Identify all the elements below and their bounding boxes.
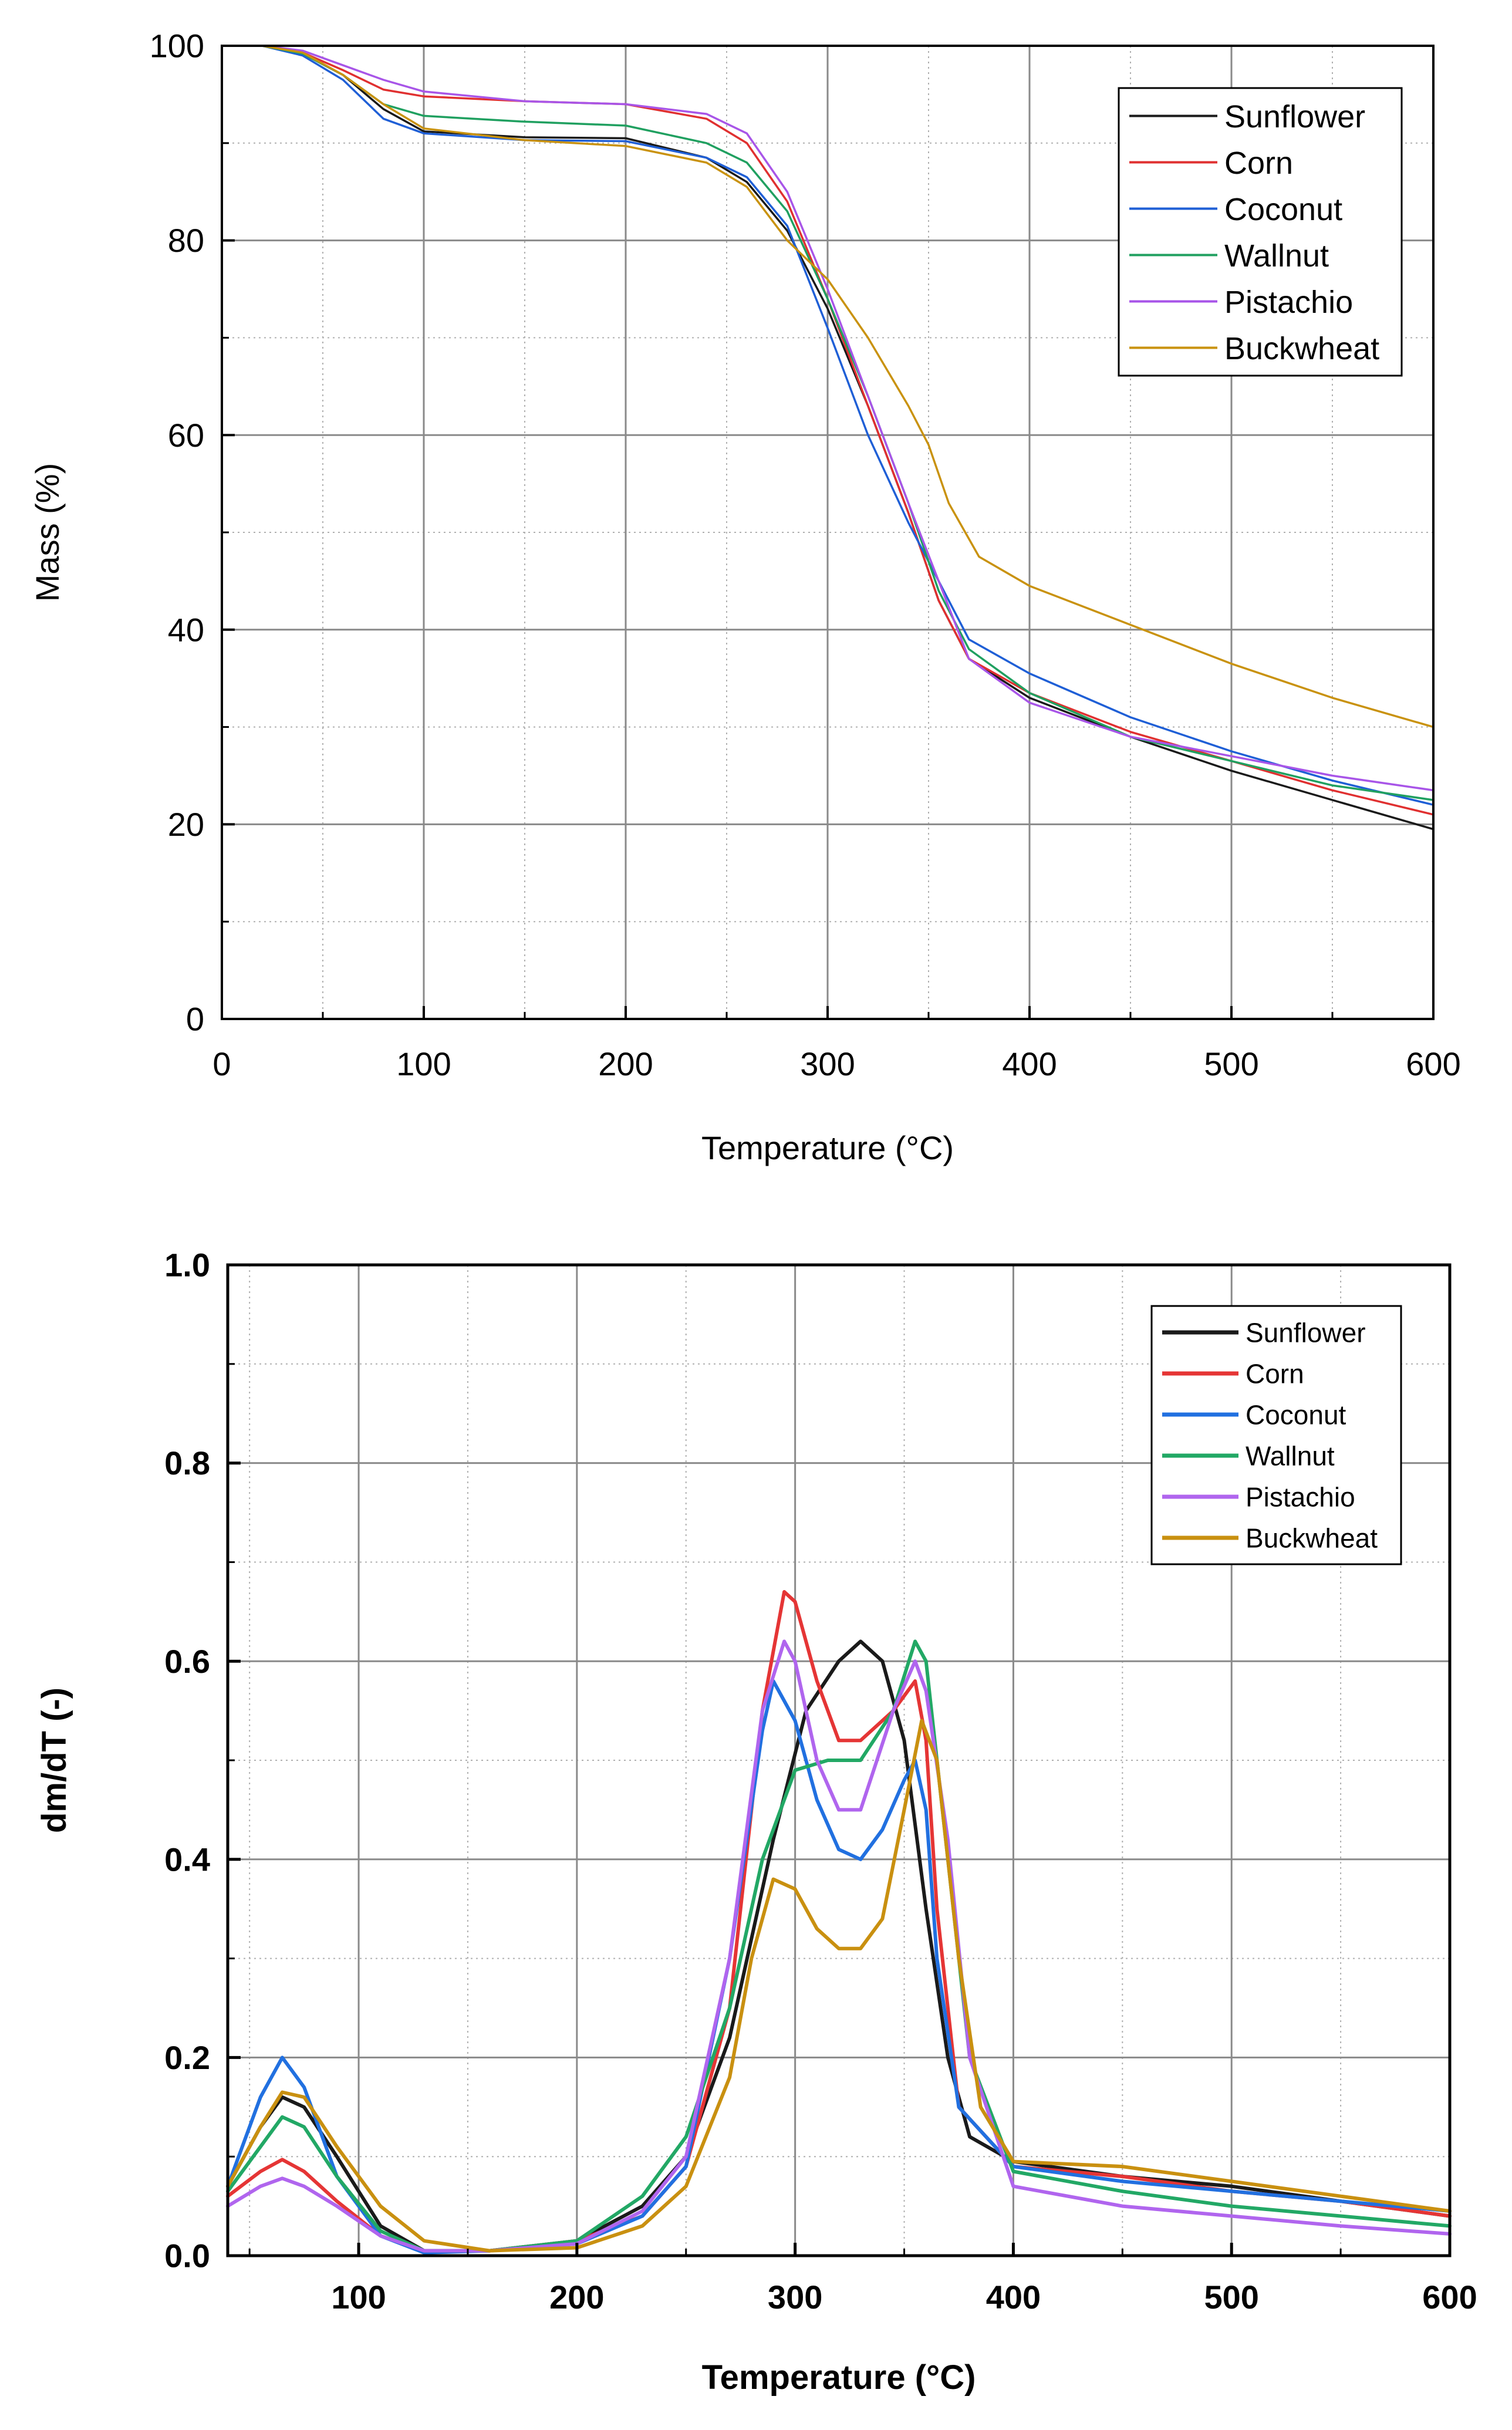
series-line-buckwheat	[261, 45, 1435, 728]
y-tick-label: 100	[150, 28, 204, 65]
series-line-buckwheat	[226, 1719, 1452, 2253]
x-tick-label: 500	[1204, 2279, 1258, 2316]
series-line-coconut	[226, 1679, 1452, 2254]
legend-box	[1150, 1305, 1402, 1565]
y-tick-label: 20	[168, 806, 204, 843]
y-tick-label: 0.0	[164, 2237, 210, 2274]
x-tick-label: 500	[1204, 1045, 1258, 1082]
x-tick-label: 200	[598, 1045, 653, 1082]
dtg-chart: 100 200 300 400 500 600 0.0 0.2 0.4 0.6 0.8 1.0 Temp…	[0, 1215, 1512, 2430]
y-tick-label: 0.8	[164, 1445, 210, 1481]
dtg-plot: 100 200 300 400 500 600 0.0 0.2 0.4 0.6 0.8 1.0 Temp…	[35, 1247, 1477, 2397]
legend-label-corn: Corn	[1246, 1359, 1304, 1389]
y-axis-title: Mass (%)	[29, 463, 66, 602]
series-line-wallnut	[261, 45, 1435, 801]
x-tick-label: 400	[1002, 1045, 1057, 1082]
series-line-pistachio	[226, 1639, 1452, 2253]
legend-label-corn: Corn	[1224, 146, 1293, 181]
legend-label-buckwheat: Buckwheat	[1246, 1523, 1378, 1554]
x-tick-label: 400	[986, 2279, 1041, 2316]
y-tick-label: 0.4	[164, 1841, 210, 1878]
y-tick-label: 1.0	[164, 1247, 210, 1284]
series-line-wallnut	[226, 1639, 1452, 2253]
x-tick-label: 300	[800, 1045, 855, 1082]
legend-label-wallnut: Wallnut	[1224, 238, 1329, 274]
series-line-coconut	[261, 45, 1435, 806]
x-tick-label: 100	[396, 1045, 451, 1082]
y-tick-label: 0.2	[164, 2039, 210, 2076]
y-axis-title: dm/dT (-)	[35, 1688, 73, 1833]
x-tick-label: 100	[331, 2279, 386, 2316]
x-tick-label: 200	[549, 2279, 604, 2316]
x-tick-label: 300	[768, 2279, 822, 2316]
legend-box	[1118, 87, 1403, 377]
tga-plot: 0 100 200 300 400 500 600 0 20 40 60 80 100 Temperatu…	[29, 28, 1461, 1166]
y-tick-label: 80	[168, 222, 204, 259]
legend-label-pistachio: Pistachio	[1246, 1482, 1355, 1513]
legend-label-coconut: Coconut	[1224, 192, 1342, 227]
series-line-corn	[226, 1590, 1452, 2253]
legend-label-buckwheat: Buckwheat	[1224, 331, 1379, 366]
x-axis-title: Temperature (°C)	[702, 2358, 976, 2397]
x-tick-label: 0	[212, 1045, 231, 1082]
y-tick-label: 40	[168, 611, 204, 648]
legend-label-coconut: Coconut	[1246, 1400, 1346, 1430]
legend-label-wallnut: Wallnut	[1246, 1441, 1335, 1472]
series-line-sunflower	[226, 1639, 1452, 2253]
y-tick-label: 0	[186, 1001, 204, 1038]
legend-label-sunflower: Sunflower	[1224, 99, 1365, 134]
x-tick-label: 600	[1422, 2279, 1477, 2316]
y-tick-label: 0.6	[164, 1643, 210, 1680]
x-tick-label: 600	[1406, 1045, 1460, 1082]
legend-label-sunflower: Sunflower	[1246, 1318, 1366, 1348]
x-axis-title: Temperature (°C)	[701, 1129, 954, 1166]
tga-chart: 0 100 200 300 400 500 600 0 20 40 60 80 100 Temperatu…	[0, 0, 1512, 1186]
y-tick-label: 60	[168, 417, 204, 454]
legend-label-pistachio: Pistachio	[1224, 285, 1353, 320]
series-line-pistachio	[261, 45, 1435, 792]
series-line-corn	[261, 45, 1435, 816]
